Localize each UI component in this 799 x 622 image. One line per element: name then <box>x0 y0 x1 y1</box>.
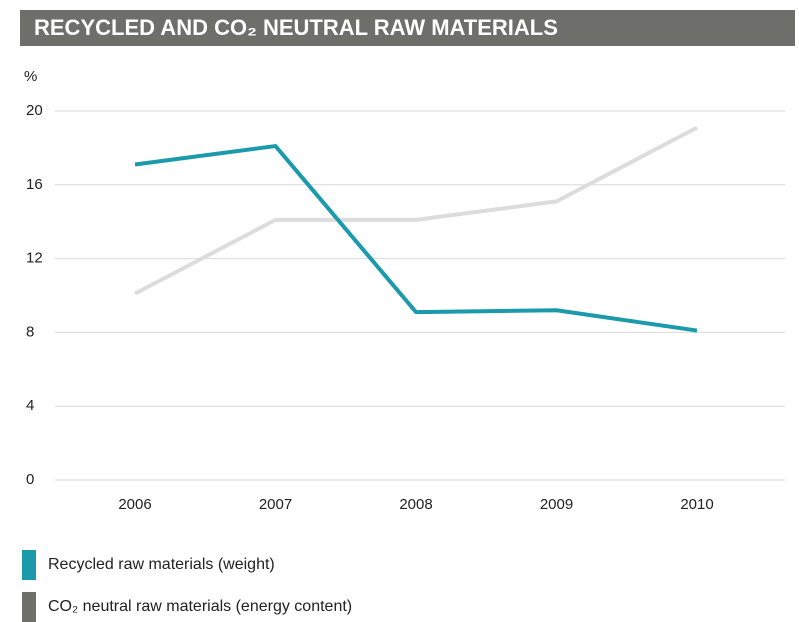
y-tick-label: 0 <box>26 471 34 488</box>
x-tick-label: 2010 <box>680 496 713 513</box>
chart-title: RECYCLED AND CO₂ NEUTRAL RAW MATERIALS <box>34 15 558 40</box>
x-tick-label: 2008 <box>399 496 432 513</box>
y-tick-label: 12 <box>26 250 43 267</box>
legend-label: Recycled raw materials (weight) <box>48 556 275 573</box>
x-tick-label: 2009 <box>540 496 573 513</box>
y-tick-label: 4 <box>26 397 34 414</box>
title-bar <box>20 10 795 46</box>
legend-label: CO₂ neutral raw materials (energy conten… <box>48 598 352 615</box>
y-tick-label: 16 <box>26 176 43 193</box>
data-line <box>134 125 698 296</box>
x-tick-label: 2006 <box>118 496 151 513</box>
y-tick-label: 8 <box>26 323 34 340</box>
data-line <box>134 144 698 333</box>
legend-swatch <box>22 592 36 622</box>
y-axis-label: % <box>24 68 37 85</box>
x-tick-label: 2007 <box>259 496 292 513</box>
legend-swatch <box>22 550 36 580</box>
y-tick-label: 20 <box>26 102 43 119</box>
